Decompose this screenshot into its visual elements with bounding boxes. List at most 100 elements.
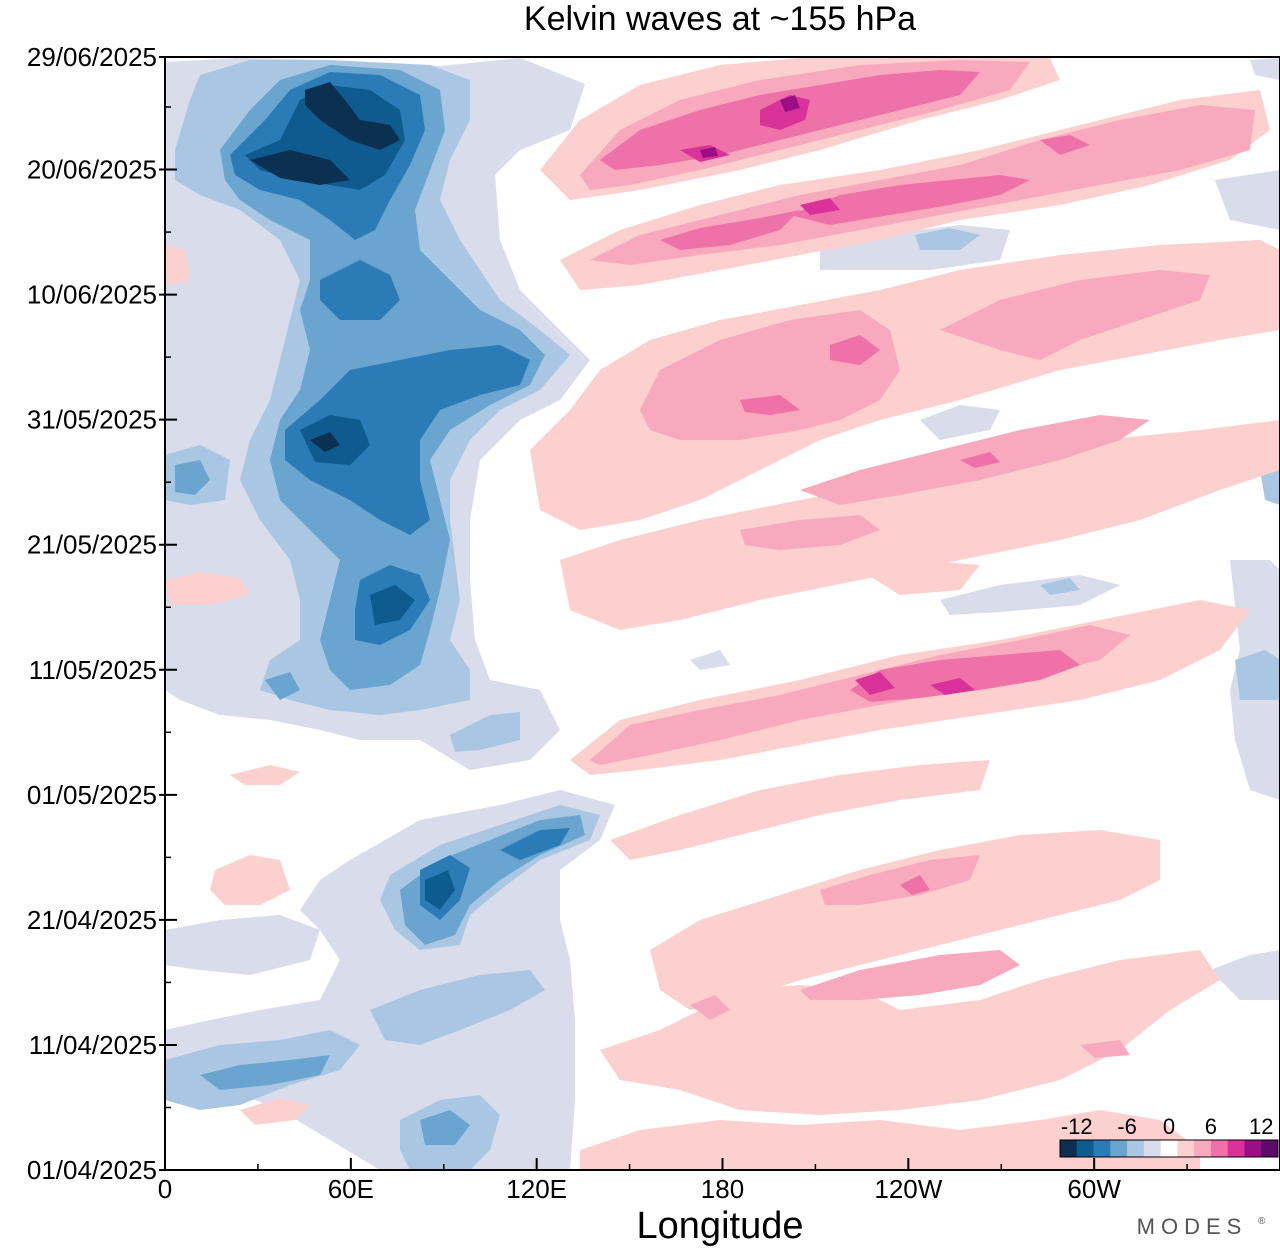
colorbar-border (1059, 1139, 1279, 1158)
colorbar-tick-label: 12 (1249, 1114, 1273, 1139)
contour-level-minus8 (500, 828, 570, 860)
contour-level-plus6 (830, 335, 880, 365)
y-tick-label: 11/04/2025 (29, 1030, 157, 1060)
contour-level-minus2 (165, 915, 320, 975)
contour-level-minus4 (915, 228, 980, 250)
colorbar-swatch (1093, 1140, 1111, 1157)
contour-level-plus2 (580, 1110, 1200, 1170)
x-axis-title: Longitude (637, 1205, 804, 1247)
contour-field (165, 58, 1280, 1170)
y-tick-label: 29/06/2025 (27, 42, 157, 72)
y-tick-label: 20/06/2025 (27, 155, 157, 185)
contour-level-minus4 (1040, 578, 1080, 595)
x-tick-label: 60E (328, 1174, 374, 1204)
contour-level-minus4 (450, 712, 520, 752)
colorbar-swatch (1160, 1140, 1178, 1157)
colorbar-swatch (1261, 1140, 1279, 1157)
contour-level-minus6 (200, 1055, 330, 1090)
y-tick-label: 01/05/2025 (27, 780, 157, 810)
colorbar-swatch (1127, 1140, 1145, 1157)
contour-level-plus2 (860, 560, 980, 595)
contour-level-plus10 (780, 95, 800, 112)
contour-level-minus4 (1235, 650, 1280, 700)
y-tick-label: 11/05/2025 (29, 655, 157, 685)
contour-level-plus4 (1080, 1040, 1130, 1058)
contour-level-plus6 (790, 175, 1030, 225)
contour-level-plus4 (740, 515, 880, 550)
colorbar-swatch (1143, 1140, 1162, 1157)
colorbar-swatch (1244, 1140, 1262, 1157)
contour-level-minus8 (285, 345, 530, 535)
contour-level-plus2 (560, 420, 1280, 630)
contour-level-minus6 (420, 1110, 470, 1145)
colorbar-swatch (1110, 1140, 1128, 1157)
contour-level-minus6 (265, 672, 300, 700)
contour-level-plus2 (210, 855, 290, 905)
contour-level-minus10 (370, 585, 415, 625)
contour-level-minus4 (370, 970, 545, 1045)
contour-level-plus10 (700, 147, 718, 158)
colorbar-swatch (1227, 1140, 1245, 1157)
colorbar: -12 -6 0 6 12 (1059, 1114, 1279, 1158)
colorbar-tick-label: 0 (1163, 1114, 1175, 1139)
y-axis: 01/04/2025 11/04/2025 21/04/2025 01/05/2025… (27, 42, 177, 1185)
colorbar-swatch (1210, 1140, 1229, 1157)
contour-level-plus2 (165, 572, 250, 605)
contour-level-plus2 (230, 765, 300, 785)
y-tick-label: 01/04/2025 (27, 1155, 157, 1185)
contour-level-plus8 (855, 672, 895, 695)
x-tick-label: 120W (874, 1174, 942, 1204)
contour-level-plus2 (240, 1098, 310, 1125)
colorbar-swatch (1194, 1140, 1212, 1157)
contour-level-minus2 (1250, 58, 1280, 80)
contour-level-plus8 (930, 678, 975, 695)
contour-level-plus4 (690, 995, 730, 1020)
contour-level-plus2 (600, 950, 1220, 1115)
colorbar-tick-label: -6 (1117, 1114, 1137, 1139)
contour-level-plus8 (800, 198, 840, 215)
colorbar-tick-label: 6 (1205, 1114, 1217, 1139)
colorbar-tick-label: -12 (1061, 1114, 1093, 1139)
contour-level-minus6 (175, 460, 210, 495)
contour-level-plus6 (850, 650, 1080, 702)
contour-level-minus8 (320, 260, 400, 320)
y-tick-label: 21/05/2025 (27, 530, 157, 560)
contour-level-minus12 (250, 150, 350, 185)
x-tick-label: 0 (158, 1174, 172, 1204)
contour-level-minus10 (425, 870, 455, 910)
colorbar-swatch (1177, 1140, 1195, 1157)
colorbar-swatch (1060, 1140, 1078, 1157)
x-tick-label: 60W (1067, 1174, 1121, 1204)
contour-level-minus2 (1210, 950, 1280, 1000)
contour-level-plus6 (740, 395, 800, 415)
contour-level-minus2 (920, 405, 1000, 440)
y-tick-label: 21/04/2025 (27, 905, 157, 935)
y-tick-label: 31/05/2025 (27, 405, 157, 435)
contour-level-plus6 (900, 875, 930, 895)
y-tick-label: 10/06/2025 (27, 280, 157, 310)
contour-level-plus6 (1040, 135, 1090, 155)
contour-level-plus4 (820, 855, 980, 905)
registered-mark: ® (1258, 1216, 1266, 1227)
contour-level-plus2 (650, 830, 1160, 1010)
x-tick-label: 120E (506, 1174, 567, 1204)
contour-level-minus2 (1215, 170, 1280, 230)
contour-level-plus6 (660, 210, 800, 250)
positive-anomaly-region (165, 58, 1280, 1170)
colorbar-swatch (1076, 1140, 1095, 1157)
contour-level-plus2 (165, 245, 190, 285)
chart-title: Kelvin waves at ~155 hPa (524, 0, 916, 38)
contour-level-minus2 (690, 650, 730, 670)
brand-watermark: MODES (1137, 1214, 1248, 1239)
contour-level-minus12 (305, 82, 400, 150)
x-axis: 0 60E 120E 180 120W 60W (158, 1158, 1280, 1204)
x-tick-label: 180 (701, 1174, 744, 1204)
contour-level-plus4 (640, 310, 900, 440)
negative-anomaly-region (165, 58, 1280, 1170)
contour-level-plus4 (940, 270, 1210, 360)
contour-level-plus4 (800, 950, 1020, 1000)
contour-level-minus12 (310, 432, 340, 452)
contour-level-plus6 (960, 452, 1000, 468)
contour-level-plus2 (610, 760, 990, 860)
